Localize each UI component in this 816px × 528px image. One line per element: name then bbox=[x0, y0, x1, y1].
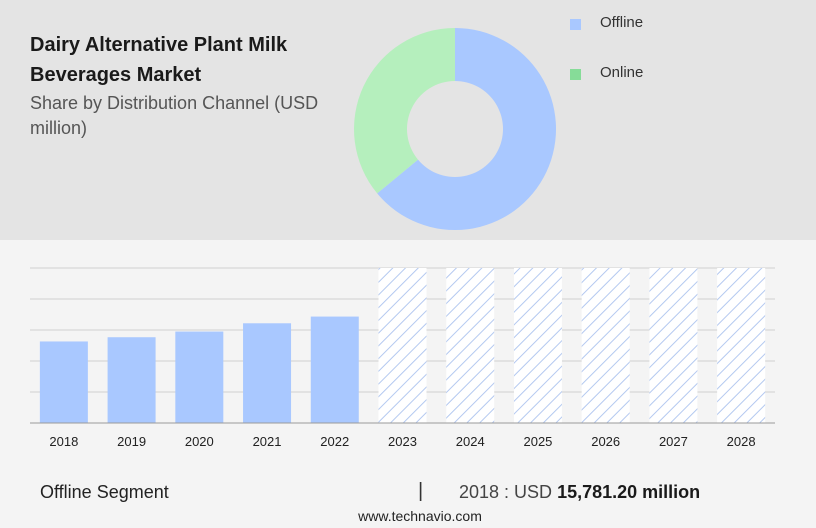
x-tick-label-2026: 2026 bbox=[591, 434, 620, 449]
x-tick-label-2028: 2028 bbox=[727, 434, 756, 449]
bar-2018 bbox=[39, 341, 88, 423]
x-tick-label-2018: 2018 bbox=[49, 434, 78, 449]
x-tick-label-2020: 2020 bbox=[185, 434, 214, 449]
x-tick-label-2022: 2022 bbox=[320, 434, 349, 449]
legend-swatch-online bbox=[570, 69, 581, 80]
forecast-bar-2027 bbox=[649, 268, 698, 423]
x-tick-label-2023: 2023 bbox=[388, 434, 417, 449]
bar-2019 bbox=[107, 337, 156, 423]
segment-value: 2018 : USD 15,781.20 million bbox=[459, 482, 700, 503]
source-link[interactable]: www.technavio.com bbox=[358, 508, 482, 524]
forecast-bar-2028 bbox=[717, 268, 766, 423]
x-tick-label-2021: 2021 bbox=[253, 434, 282, 449]
footer-separator: | bbox=[418, 480, 424, 502]
forecast-bar-2023 bbox=[378, 268, 427, 423]
legend-swatch-offline bbox=[570, 19, 581, 30]
bar-2022 bbox=[310, 316, 359, 423]
donut-slice-online bbox=[354, 28, 455, 194]
bar-chart-svg: 2018 2019 2020 2021 2022 2023 2024 2025 2026 2027… bbox=[30, 267, 775, 449]
forecast-bar-2024 bbox=[446, 268, 495, 423]
segment-year-prefix: 2018 : USD bbox=[459, 482, 558, 502]
donut-chart-svg bbox=[354, 28, 556, 231]
x-tick-label-2025: 2025 bbox=[523, 434, 552, 449]
forecast-bar-2026 bbox=[581, 268, 630, 423]
donut-slice-offline bbox=[377, 28, 556, 231]
donut-chart bbox=[350, 24, 560, 234]
bar-chart: 2018 2019 2020 2021 2022 2023 2024 2025 2026 2027… bbox=[0, 240, 816, 460]
x-tick-label-2027: 2027 bbox=[659, 434, 688, 449]
chart-title: Dairy Alternative Plant Milk Beverages M… bbox=[30, 34, 288, 86]
chart-subtitle: Share by Distribution Channel (USD milli… bbox=[30, 93, 319, 138]
legend-label-online: Online bbox=[600, 64, 644, 81]
segment-label: Offline Segment bbox=[40, 482, 169, 502]
bar-2021 bbox=[243, 323, 292, 423]
x-tick-label-2024: 2024 bbox=[456, 434, 485, 449]
legend-label-offline: Offline bbox=[600, 14, 644, 31]
segment-value-amount: 15,781.20 million bbox=[557, 482, 701, 502]
x-tick-label-2019: 2019 bbox=[117, 434, 146, 449]
bar-2020 bbox=[175, 331, 224, 423]
forecast-bar-2025 bbox=[513, 268, 562, 423]
